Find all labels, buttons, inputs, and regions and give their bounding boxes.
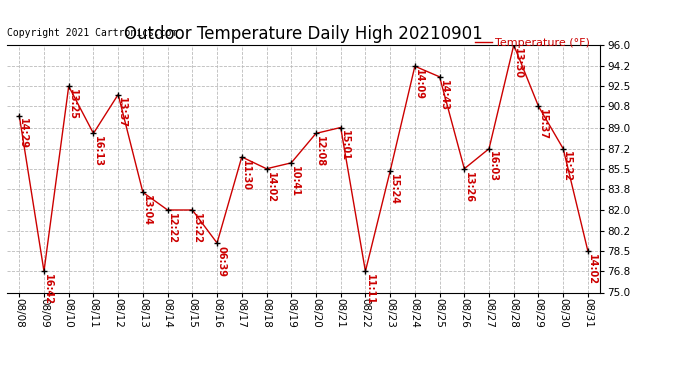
Title: Outdoor Temperature Daily High 20210901: Outdoor Temperature Daily High 20210901 [124,26,483,44]
Text: 14:43: 14:43 [439,80,449,111]
Text: 13:37: 13:37 [117,97,128,128]
Temperature (°F) [386,169,394,173]
Temperature (°F) [15,114,23,118]
Text: 13:22: 13:22 [192,213,201,244]
Text: 14:02: 14:02 [587,254,597,285]
Temperature (°F) [89,131,97,136]
Text: 13:04: 13:04 [142,195,152,226]
Text: 14:09: 14:09 [414,69,424,100]
Temperature (°F) [40,269,48,273]
Temperature (°F) [460,166,469,171]
Temperature (°F) [337,125,345,130]
Text: 12:08: 12:08 [315,136,325,167]
Temperature (°F) [435,75,444,79]
Text: 11:30: 11:30 [241,160,251,191]
Text: 14:02: 14:02 [266,171,276,202]
Text: 06:39: 06:39 [216,246,226,277]
Temperature (°F) [139,190,147,195]
Text: 12:22: 12:22 [167,213,177,244]
Text: 16:42: 16:42 [43,274,53,305]
Line: Temperature (°F): Temperature (°F) [19,45,588,271]
Temperature (°F) [114,92,122,97]
Text: 13:30: 13:30 [513,48,523,79]
Temperature (°F) [312,131,320,136]
Text: 16:03: 16:03 [489,152,498,183]
Legend: Temperature (°F): Temperature (°F) [471,33,595,52]
Temperature (°F) [164,208,172,212]
Temperature (°F) [485,147,493,151]
Temperature (°F) [362,269,370,273]
Text: Copyright 2021 Cartronics.com: Copyright 2021 Cartronics.com [7,28,177,38]
Text: 13:25: 13:25 [68,89,78,120]
Text: 13:26: 13:26 [464,171,473,202]
Temperature (°F) [262,166,270,171]
Text: 10:41: 10:41 [290,166,300,196]
Text: 15:24: 15:24 [389,174,400,205]
Temperature (°F) [213,241,221,245]
Temperature (°F) [534,104,542,108]
Text: 14:29: 14:29 [19,118,28,150]
Text: 15:37: 15:37 [538,109,548,140]
Temperature (°F) [237,155,246,159]
Temperature (°F) [65,84,73,88]
Text: 16:13: 16:13 [92,136,103,167]
Temperature (°F) [510,43,518,47]
Temperature (°F) [559,147,567,151]
Text: 15:22: 15:22 [562,152,573,183]
Temperature (°F) [188,208,197,212]
Temperature (°F) [287,160,295,165]
Text: 15:01: 15:01 [340,130,350,161]
Temperature (°F) [584,249,592,254]
Text: 11:11: 11:11 [364,274,375,305]
Temperature (°F) [411,64,419,69]
